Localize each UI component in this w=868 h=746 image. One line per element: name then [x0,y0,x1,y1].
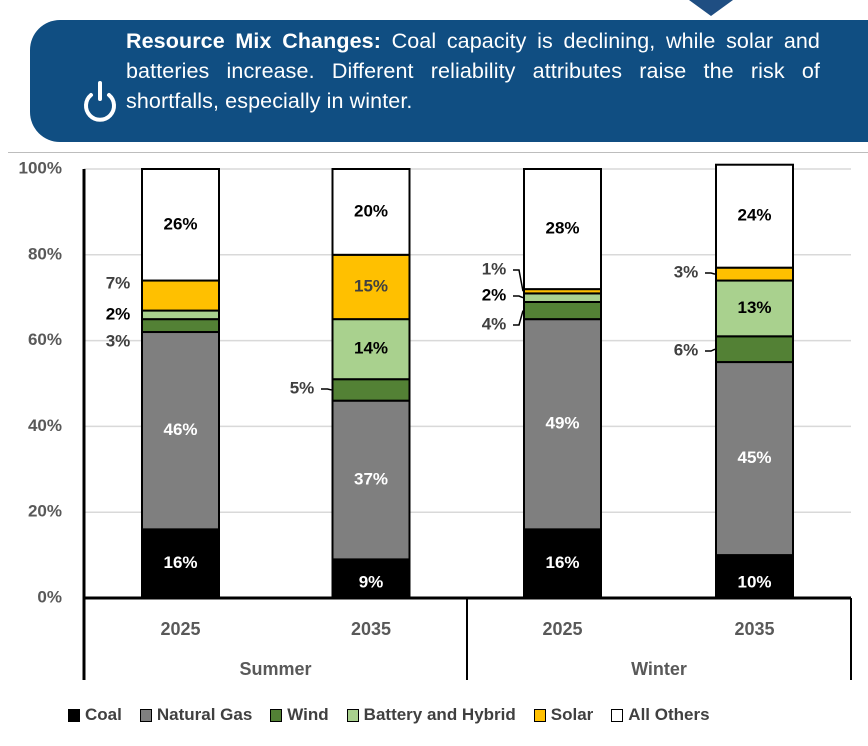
legend-swatch [68,708,80,722]
banner-title: Resource Mix Changes: [126,29,381,53]
legend-item: Coal [68,705,122,725]
bar-segment-wind [523,300,602,321]
bar-segment-wind [715,335,794,364]
y-tick-label: 20% [28,502,62,521]
bar-segment-wind [331,378,411,402]
data-label: 46% [163,420,197,439]
x-group-label: Summer [239,659,311,679]
info-banner [30,20,868,142]
data-label: 20% [354,201,388,220]
stacked-bar-chart: 0% 20% 40% 60% 80% 100% 16% 46% 26% 9% 37% 14% 15% 20… [19,158,852,680]
data-label: 16% [163,553,197,572]
data-label: 2% [106,304,131,323]
legend-item: All Others [611,705,710,725]
y-tick-label: 80% [28,244,62,263]
data-label: 26% [163,214,197,233]
bar-segment-solar [331,253,411,321]
x-category-label: 2035 [734,619,774,639]
legend-label: Battery and Hybrid [363,705,516,724]
legend-label: Solar [550,705,594,724]
bar-segment-battery-and-hybrid [141,309,220,321]
legend-label: All Others [628,705,710,724]
data-label: 13% [737,298,771,317]
power-icon [80,75,120,125]
data-label: 24% [737,206,771,225]
data-label: 9% [359,572,384,591]
leader-line [705,272,716,275]
bar-segment-solar [141,279,220,312]
data-label: 1% [482,259,507,278]
banner-text: Resource Mix Changes: Coal capacity is d… [126,26,820,116]
bar-segment-coal [716,555,793,598]
banner-pointer-arrow [689,0,733,16]
data-label: 4% [482,314,507,333]
bar-segment-coal [142,529,219,598]
x-category-label: 2035 [351,619,391,639]
banner-body: Coal capacity is declining, while solar … [126,29,820,113]
legend-label: Natural Gas [156,705,253,724]
bar-segment-coal [332,559,410,598]
leader-line [513,295,524,299]
legend-swatch [533,708,546,722]
data-label: 49% [545,414,579,433]
leader-line [513,310,524,326]
data-label: 7% [106,273,131,292]
legend-swatch [139,708,152,722]
legend-swatch [346,708,359,722]
data-label: 37% [354,470,388,489]
leader-line [321,388,332,391]
legend-label: Coal [85,705,122,724]
data-label: 45% [737,448,771,467]
y-tick-label: 60% [28,330,62,349]
data-label: 10% [737,572,771,591]
legend-item: Solar [533,705,594,725]
bar-segment-all-others [715,163,794,269]
x-group-label: Winter [631,659,687,679]
legend-item: Wind [270,705,329,725]
data-label: 3% [106,331,131,350]
x-category-label: 2025 [542,619,582,639]
bar-segment-coal [524,529,601,598]
data-label: 5% [290,378,315,397]
section-divider [8,152,868,153]
y-tick-label: 40% [28,416,62,435]
data-label: 16% [545,553,579,572]
bar-segment-battery-and-hybrid [523,292,602,303]
chart-legend: Coal Natural Gas Wind Battery and Hybrid Sol… [68,705,728,725]
bar-segment-battery-and-hybrid [331,318,411,381]
legend-item: Natural Gas [139,705,253,725]
x-category-label: 2025 [160,619,200,639]
y-tick-label: 100% [19,158,62,177]
data-label: 3% [674,262,699,281]
y-tick-label: 0% [37,587,62,606]
legend-label: Wind [287,705,329,724]
legend-swatch [611,708,624,722]
data-label: 6% [674,340,699,359]
bar-segment-battery-and-hybrid [715,279,794,338]
leader-line [513,269,524,292]
bar-segment-natural-gas [331,399,411,561]
legend-swatch [270,708,283,722]
data-label: 15% [354,276,388,295]
legend-item: Battery and Hybrid [346,705,516,725]
bar-segment-all-others [523,168,602,291]
data-label: 2% [482,285,507,304]
bar-segment-solar [715,266,794,282]
data-label: 28% [545,219,579,238]
bar-segment-natural-gas [523,318,602,531]
data-label: 14% [354,339,388,358]
leader-line [705,348,716,352]
bar-segment-wind [141,318,220,334]
